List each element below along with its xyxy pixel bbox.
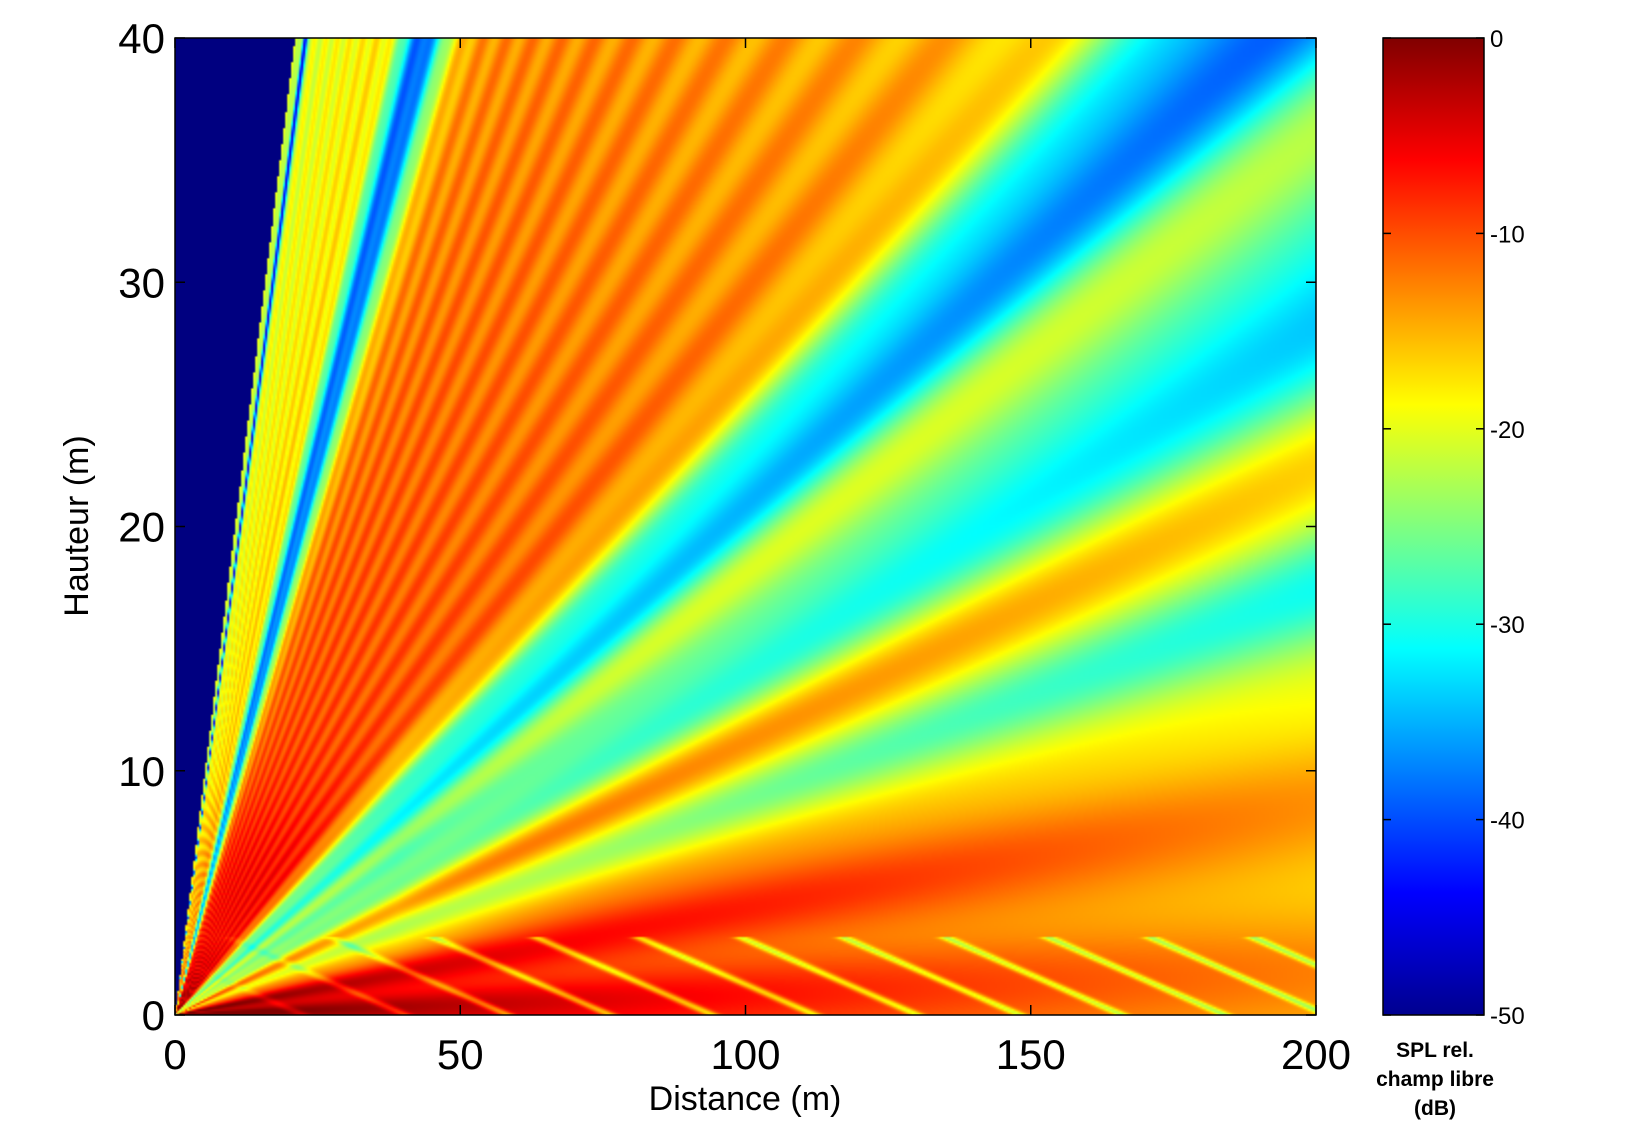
x-axis: 0 50 100 150 200 xyxy=(163,38,1351,1078)
x-tick-label: 100 xyxy=(710,1031,780,1078)
x-tick-label: 200 xyxy=(1281,1031,1351,1078)
colorbar-tick-label: -40 xyxy=(1490,808,1525,835)
y-axis: 0 10 20 30 40 xyxy=(118,15,1316,1039)
colorbar-tick-label: -10 xyxy=(1490,221,1525,248)
y-tick-label: 10 xyxy=(118,748,165,795)
x-tick-label: 150 xyxy=(996,1031,1066,1078)
colorbar-label-line-2: champ libre xyxy=(1376,1068,1494,1091)
y-axis-label: Hauteur (m) xyxy=(58,435,96,616)
colorbar-tick-label: 0 xyxy=(1490,26,1503,53)
x-tick-label: 50 xyxy=(437,1031,484,1078)
y-tick-label: 40 xyxy=(118,15,165,62)
colorbar-label-line-3: (dB) xyxy=(1414,1097,1456,1120)
colorbar-tick-label: -20 xyxy=(1490,417,1525,444)
colorbar-ticks: 0 -10 -20 -30 -40 -50 xyxy=(1383,26,1525,1030)
heatmap-image xyxy=(175,38,1316,1015)
colorbar-label-line-1: SPL rel. xyxy=(1396,1039,1474,1062)
plot-area xyxy=(174,37,1317,1016)
x-tick-label: 0 xyxy=(163,1031,186,1078)
colorbar-gradient xyxy=(1382,37,1485,1016)
colorbar-tick-label: -50 xyxy=(1490,1003,1525,1030)
colorbar: 0 -10 -20 -30 -40 -50 SPL rel. champ libre (d… xyxy=(1376,26,1525,1120)
colorbar-tick-label: -30 xyxy=(1490,612,1525,639)
y-tick-label: 0 xyxy=(142,992,165,1039)
y-tick-label: 30 xyxy=(118,259,165,306)
y-tick-label: 20 xyxy=(118,504,165,551)
x-axis-label: Distance (m) xyxy=(649,1080,842,1118)
